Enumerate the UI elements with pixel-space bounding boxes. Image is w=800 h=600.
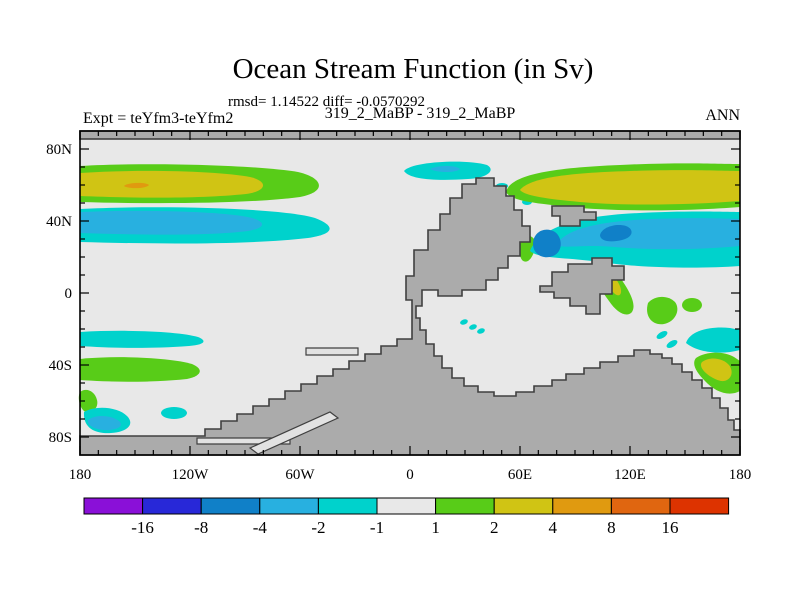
y-tick-label: 40S: [49, 358, 72, 374]
colorbar-label: 2: [490, 518, 499, 537]
x-tick-label: 180: [69, 467, 92, 483]
blob-sw-cyan-small: [161, 407, 187, 419]
band-east-60n-inner-yellow: [520, 170, 740, 205]
colorbar-label: -16: [131, 518, 154, 537]
colorbar-label: 4: [549, 518, 558, 537]
colorbar-labels: -16 -8 -4 -2 -1 1 2 4 8 16: [131, 518, 678, 537]
colorbar-label: 16: [662, 518, 679, 537]
y-tick-label: 0: [65, 286, 73, 302]
comparison-line: 319_2_MaBP - 319_2_MaBP: [324, 105, 516, 122]
colorbar-label: -8: [194, 518, 208, 537]
sea-dash-2: [469, 324, 477, 330]
colorbar-label: -2: [311, 518, 325, 537]
spot-east-40n-darkblue-west: [533, 229, 561, 258]
patch-se-yellow-core: [700, 358, 732, 382]
y-tick-label: 40N: [46, 214, 72, 230]
anomaly-bands: [78, 161, 740, 434]
x-tick-label: 120E: [614, 467, 646, 483]
band-west-60n-inner-yellow: [80, 170, 264, 198]
colorbar-label: 8: [607, 518, 616, 537]
x-tick-label: 60W: [285, 467, 315, 483]
land-pangaea: [79, 177, 741, 456]
colorbar-cell: [435, 497, 495, 515]
blob-se-green-1: [647, 296, 678, 325]
colorbar-cell: [552, 497, 612, 515]
blob-se-green-2: [682, 298, 702, 312]
colorbar-cell: [669, 497, 730, 515]
colorbar-cell: [83, 497, 144, 515]
band-west-60n-orange-core: [124, 182, 149, 189]
page-title: Ocean Stream Function (in Sv): [232, 53, 594, 85]
hook-sw-green: [78, 389, 98, 413]
y-tick-label: 80N: [46, 142, 72, 158]
se-cyan-dash-2: [666, 340, 678, 348]
colorbar: [83, 497, 730, 515]
sea-dash-1: [460, 319, 468, 325]
colorbar-label: 1: [431, 518, 440, 537]
blob-sw-blue-core: [87, 415, 121, 430]
patch-se-cyan: [686, 327, 740, 353]
spot-east-40n-darkblue-east: [600, 225, 632, 242]
colorbar-label: -4: [253, 518, 268, 537]
band-west-40n-inner-blue: [80, 210, 263, 235]
stats-line: rmsd= 1.14522 diff= -0.0570292: [228, 94, 426, 110]
axis-tick-labels: 180 120W 60W 0 60E 120E 180 80N 40N 0 40S 80S: [46, 142, 751, 483]
band-east-40n-inner-blue: [556, 218, 740, 250]
lagoon-slit-b: [248, 411, 340, 455]
colorbar-cell: [610, 497, 671, 515]
axis-ticks: [79, 131, 741, 455]
colorbar-cell: [317, 497, 378, 515]
colorbar-cell: [200, 497, 261, 515]
band-sw-30s-cyan: [80, 330, 204, 348]
x-tick-label: 180: [729, 467, 752, 483]
colorbar-cell: [142, 497, 202, 515]
se-cyan-dash-1: [656, 331, 668, 339]
colorbar-label: -1: [370, 518, 384, 537]
colorbar-cell: [259, 497, 319, 515]
land-island-northeast: [539, 257, 625, 315]
x-tick-label: 120W: [172, 467, 210, 483]
lagoon-slit-c: [305, 347, 359, 356]
land-island-small: [551, 205, 597, 227]
x-tick-label: 60E: [508, 467, 532, 483]
colorbar-cell: [493, 497, 554, 515]
experiment-label: Expt = teYfm3-teYfm2: [83, 110, 234, 127]
map-frame: [79, 130, 741, 456]
y-tick-label: 80S: [49, 430, 72, 446]
season-label: ANN: [705, 107, 740, 124]
colorbar-cell: [376, 497, 437, 515]
patch-polar-inlet-blue-core: [430, 166, 460, 172]
sea-dash-3: [477, 328, 485, 334]
band-sw-43s-green: [80, 357, 200, 382]
x-tick-label: 0: [406, 467, 414, 483]
